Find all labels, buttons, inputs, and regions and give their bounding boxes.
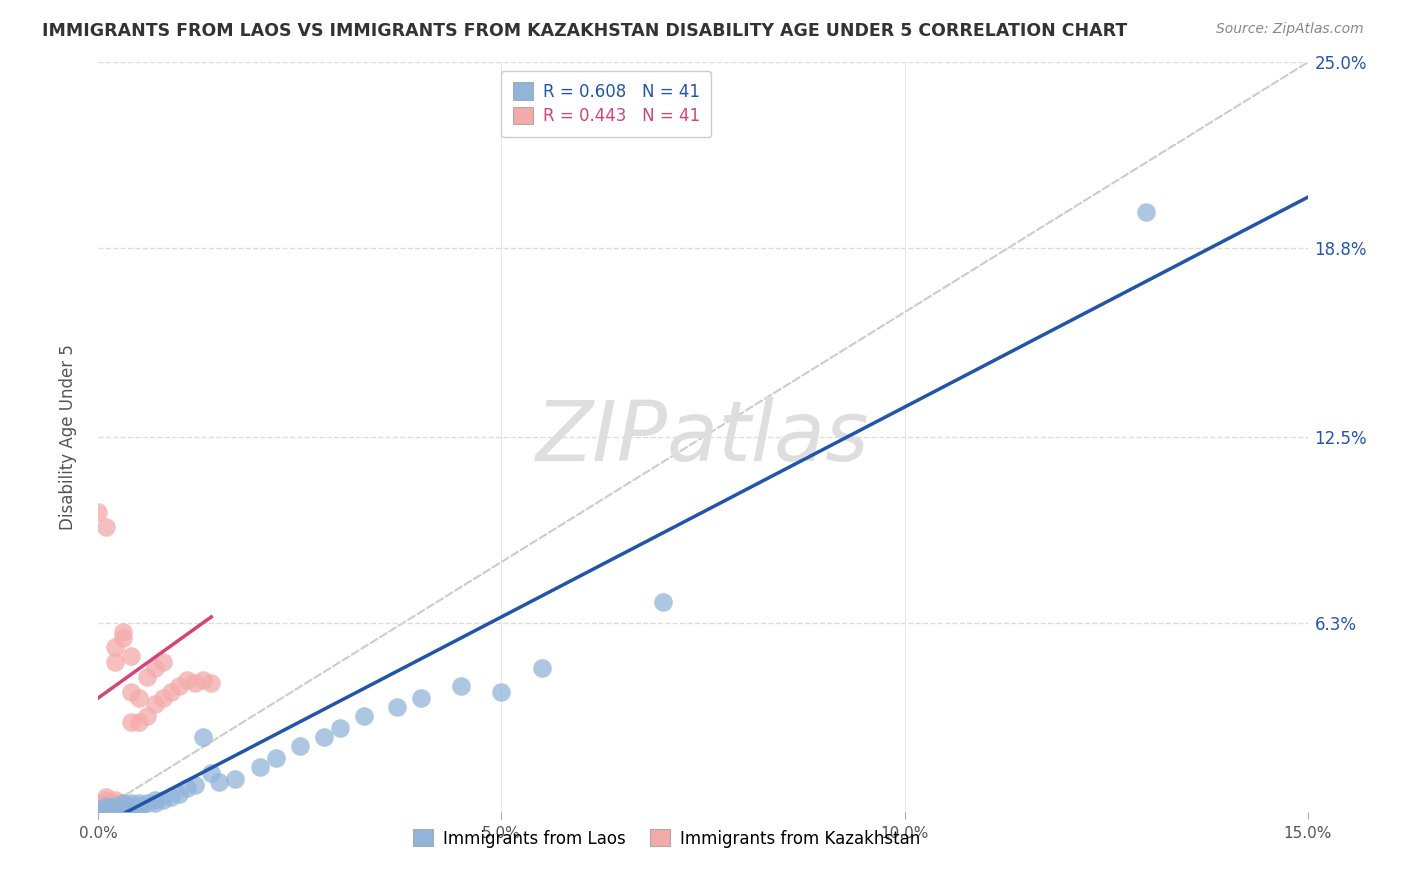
Point [135, 670, 157, 684]
Point [249, 760, 271, 774]
Point [111, 802, 134, 816]
Point [152, 690, 174, 705]
Point [530, 661, 553, 675]
Point [96, 789, 118, 804]
Point [143, 661, 166, 675]
Point [193, 730, 215, 744]
Point [184, 676, 207, 690]
Point [103, 793, 125, 807]
Point [111, 624, 134, 639]
Point [120, 714, 142, 729]
Point [103, 802, 125, 816]
Point [96, 798, 118, 813]
Point [176, 673, 198, 687]
Point [128, 714, 150, 729]
Point [96, 520, 118, 534]
Point [143, 697, 166, 711]
Point [409, 690, 432, 705]
Legend: Immigrants from Laos, Immigrants from Kazakhstan: Immigrants from Laos, Immigrants from Ka… [405, 821, 929, 855]
Point [96, 796, 118, 810]
Point [160, 789, 183, 804]
Point [329, 721, 352, 735]
Point [135, 796, 157, 810]
Point [103, 802, 125, 816]
Point [103, 655, 125, 669]
Point [160, 685, 183, 699]
Point [200, 676, 222, 690]
Point [111, 798, 134, 813]
Point [87, 798, 110, 813]
Point [103, 796, 125, 810]
Point [96, 805, 118, 819]
Point [111, 796, 134, 810]
Point [120, 798, 142, 813]
Point [111, 631, 134, 645]
Y-axis label: Disability Age Under 5: Disability Age Under 5 [59, 344, 77, 530]
Point [200, 765, 222, 780]
Point [96, 802, 118, 816]
Point [143, 793, 166, 807]
Point [128, 802, 150, 816]
Point [120, 648, 142, 663]
Text: ZIPatlas: ZIPatlas [536, 397, 870, 477]
Text: IMMIGRANTS FROM LAOS VS IMMIGRANTS FROM KAZAKHSTAN DISABILITY AGE UNDER 5 CORREL: IMMIGRANTS FROM LAOS VS IMMIGRANTS FROM … [42, 22, 1128, 40]
Point [167, 787, 190, 801]
Point [491, 685, 513, 699]
Point [1135, 205, 1157, 219]
Point [87, 796, 110, 810]
Point [176, 780, 198, 795]
Point [264, 751, 287, 765]
Point [128, 798, 150, 813]
Point [87, 802, 110, 816]
Point [184, 778, 207, 792]
Point [120, 685, 142, 699]
Point [111, 798, 134, 813]
Point [111, 796, 134, 810]
Point [288, 739, 311, 753]
Point [314, 730, 336, 744]
Point [135, 708, 157, 723]
Point [87, 805, 110, 819]
Point [450, 679, 472, 693]
Point [120, 796, 142, 810]
Point [87, 802, 110, 816]
Point [385, 699, 408, 714]
Point [143, 796, 166, 810]
Point [87, 802, 110, 816]
Point [353, 708, 375, 723]
Point [208, 774, 231, 789]
Point [96, 793, 118, 807]
Point [152, 793, 174, 807]
Point [128, 690, 150, 705]
Point [96, 802, 118, 816]
Point [651, 595, 673, 609]
Point [96, 798, 118, 813]
Text: Source: ZipAtlas.com: Source: ZipAtlas.com [1216, 22, 1364, 37]
Point [224, 772, 246, 786]
Point [103, 798, 125, 813]
Point [87, 505, 110, 519]
Point [87, 805, 110, 819]
Point [96, 798, 118, 813]
Point [111, 802, 134, 816]
Point [103, 802, 125, 816]
Point [167, 679, 190, 693]
Point [103, 640, 125, 654]
Point [193, 673, 215, 687]
Point [152, 655, 174, 669]
Point [128, 796, 150, 810]
Point [103, 798, 125, 813]
